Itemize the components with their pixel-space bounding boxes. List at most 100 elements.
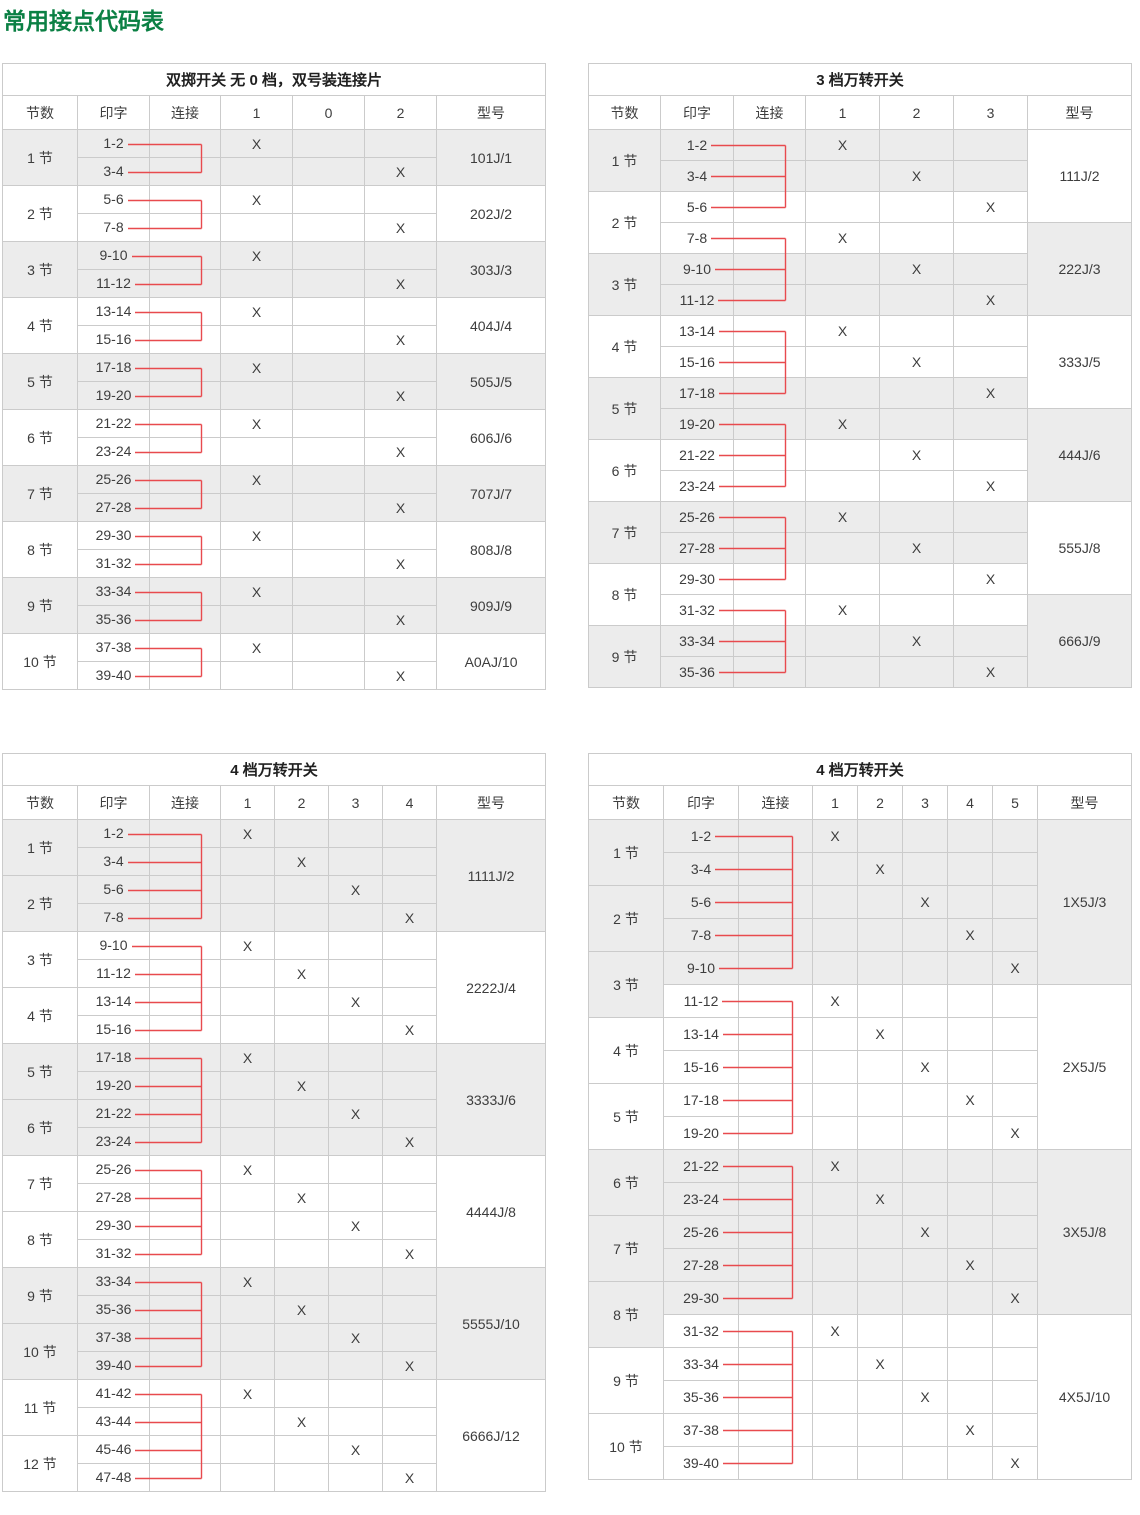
table-row: 3 节 9-10 X 303J/3: [2, 241, 547, 298]
connect-cell: [149, 605, 221, 634]
position-cell: [902, 1083, 948, 1117]
print-label: 3-4: [103, 163, 124, 180]
model-cell: 1X5J/3: [1036, 819, 1133, 985]
print-label: 19-20: [95, 387, 132, 404]
position-cell: [902, 1446, 948, 1480]
position-cell: [382, 959, 437, 988]
connect-cell: [733, 253, 806, 285]
col-header-model: 型号: [1026, 95, 1133, 130]
print-cell: 15-16: [77, 325, 150, 354]
print-cell: 35-36: [660, 656, 734, 688]
contact-mark-cell: X: [328, 1099, 383, 1128]
contact-code-table-1: 双掷开关 无 0 档，双号装连接片 节数 印字 连接 1 0 2 型号 1 节 1-2 X 101J/…: [1, 63, 547, 690]
contact-mark-cell: X: [953, 470, 1028, 502]
print-cell: 39-40: [663, 1446, 739, 1480]
connect-cell: [738, 1083, 813, 1117]
print-label: 27-28: [683, 1256, 719, 1273]
contact-mark-cell: X: [220, 353, 293, 382]
position-cell: [328, 1351, 383, 1380]
contact-mark-cell: X: [220, 1043, 275, 1072]
table-row: 3-4 X: [589, 160, 1132, 192]
contact-mark-cell: X: [220, 521, 293, 550]
model-cell: 111J/2: [1026, 129, 1133, 223]
contact-mark-cell: X: [947, 1248, 993, 1282]
position-cell: [812, 1413, 858, 1447]
jie-cell: 9 节: [2, 1267, 78, 1324]
col-header-print: 印字: [663, 785, 739, 820]
switch-table-section-4: 4 档万转开关 节数 印字 连接 1 2 3 4 5 型号 1 节 1-2 X 1X5J/3 3-4 X 2 节…: [587, 753, 1133, 1480]
table-row: 8 节 29-30 X: [588, 563, 1132, 626]
col-header-position-1: 1: [220, 95, 293, 130]
position-cell: [274, 1239, 329, 1268]
position-cell: [992, 852, 1038, 886]
position-cell: [220, 1407, 275, 1436]
position-cell: [364, 577, 437, 606]
print-label: 11-12: [683, 992, 719, 1009]
print-cell: 19-20: [663, 1116, 739, 1150]
table-title: 双掷开关 无 0 档，双号装连接片: [1, 63, 547, 96]
position-cell: [947, 1281, 993, 1315]
position-cell: [382, 1071, 437, 1100]
contact-mark-cell: X: [220, 241, 293, 270]
contact-mark-cell: X: [382, 1463, 437, 1492]
print-label: 5-6: [103, 191, 124, 208]
tables-grid: 双掷开关 无 0 档，双号装连接片 节数 印字 连接 1 0 2 型号 1 节 1-2 X 101J/…: [1, 63, 1133, 1492]
col-header-position-2: 2: [857, 785, 903, 820]
print-cell: 35-36: [77, 605, 150, 634]
connect-cell: [733, 439, 806, 471]
position-cell: [953, 439, 1028, 471]
model-cell: 2222J/4: [435, 931, 547, 1044]
jie-cell: 10 节: [588, 1413, 664, 1480]
position-cell: [220, 1127, 275, 1156]
contact-mark-cell: X: [805, 222, 880, 254]
print-label: 19-20: [95, 1077, 132, 1094]
model-cell: 303J/3: [435, 241, 547, 298]
connect-cell: [738, 1182, 813, 1216]
table-row: 11-12 X 2X5J/5: [589, 984, 1133, 1150]
position-cell: [812, 951, 858, 985]
jie-cell: 1 节: [588, 819, 664, 886]
print-label: 21-22: [95, 1105, 132, 1122]
jie-cell: 2 节: [2, 185, 78, 242]
print-cell: 9-10: [660, 253, 734, 285]
jie-cell: 7 节: [2, 1155, 78, 1212]
position-cell: [220, 903, 275, 932]
position-cell: [292, 269, 365, 298]
position-cell: [292, 129, 365, 158]
table-row: 11 节 41-42 X 6666J/12: [2, 1379, 547, 1492]
table-row: 6 节 21-22 X 3X5J/8: [588, 1149, 1133, 1315]
print-cell: 17-18: [77, 1043, 150, 1072]
contact-mark-cell: X: [879, 439, 954, 471]
connect-cell: [738, 819, 813, 853]
print-label: 15-16: [683, 1058, 719, 1075]
connect-cell: [149, 521, 221, 550]
position-cell: [857, 1116, 903, 1150]
print-cell: 9-10: [663, 951, 739, 985]
model-cell: 3333J/6: [435, 1043, 547, 1156]
position-cell: [992, 1083, 1038, 1117]
connect-cell: [738, 1446, 813, 1480]
table-row: 10 节 37-38 X A0AJ/10: [2, 633, 547, 690]
position-cell: [812, 885, 858, 919]
print-label: 13-14: [679, 322, 715, 339]
print-label: 19-20: [679, 415, 715, 432]
position-cell: [947, 1314, 993, 1348]
jie-cell: 5 节: [2, 353, 78, 410]
connect-cell: [738, 1116, 813, 1150]
model-cell: 909J/9: [435, 577, 547, 634]
position-cell: [992, 1050, 1038, 1084]
contact-mark-cell: X: [992, 1281, 1038, 1315]
print-label: 41-42: [95, 1385, 132, 1402]
print-label: 33-34: [683, 1355, 719, 1372]
position-cell: [328, 959, 383, 988]
col-header-connect: 连接: [733, 95, 806, 130]
position-cell: [220, 549, 293, 578]
position-cell: [382, 1183, 437, 1212]
print-label: 37-38: [683, 1421, 719, 1438]
table-row: 4 节 13-14 X 404J/4: [2, 297, 547, 354]
position-cell: [992, 1248, 1038, 1282]
print-label: 21-22: [95, 415, 132, 432]
connect-cell: [733, 563, 806, 595]
print-cell: 31-32: [660, 594, 734, 626]
position-cell: [812, 1083, 858, 1117]
